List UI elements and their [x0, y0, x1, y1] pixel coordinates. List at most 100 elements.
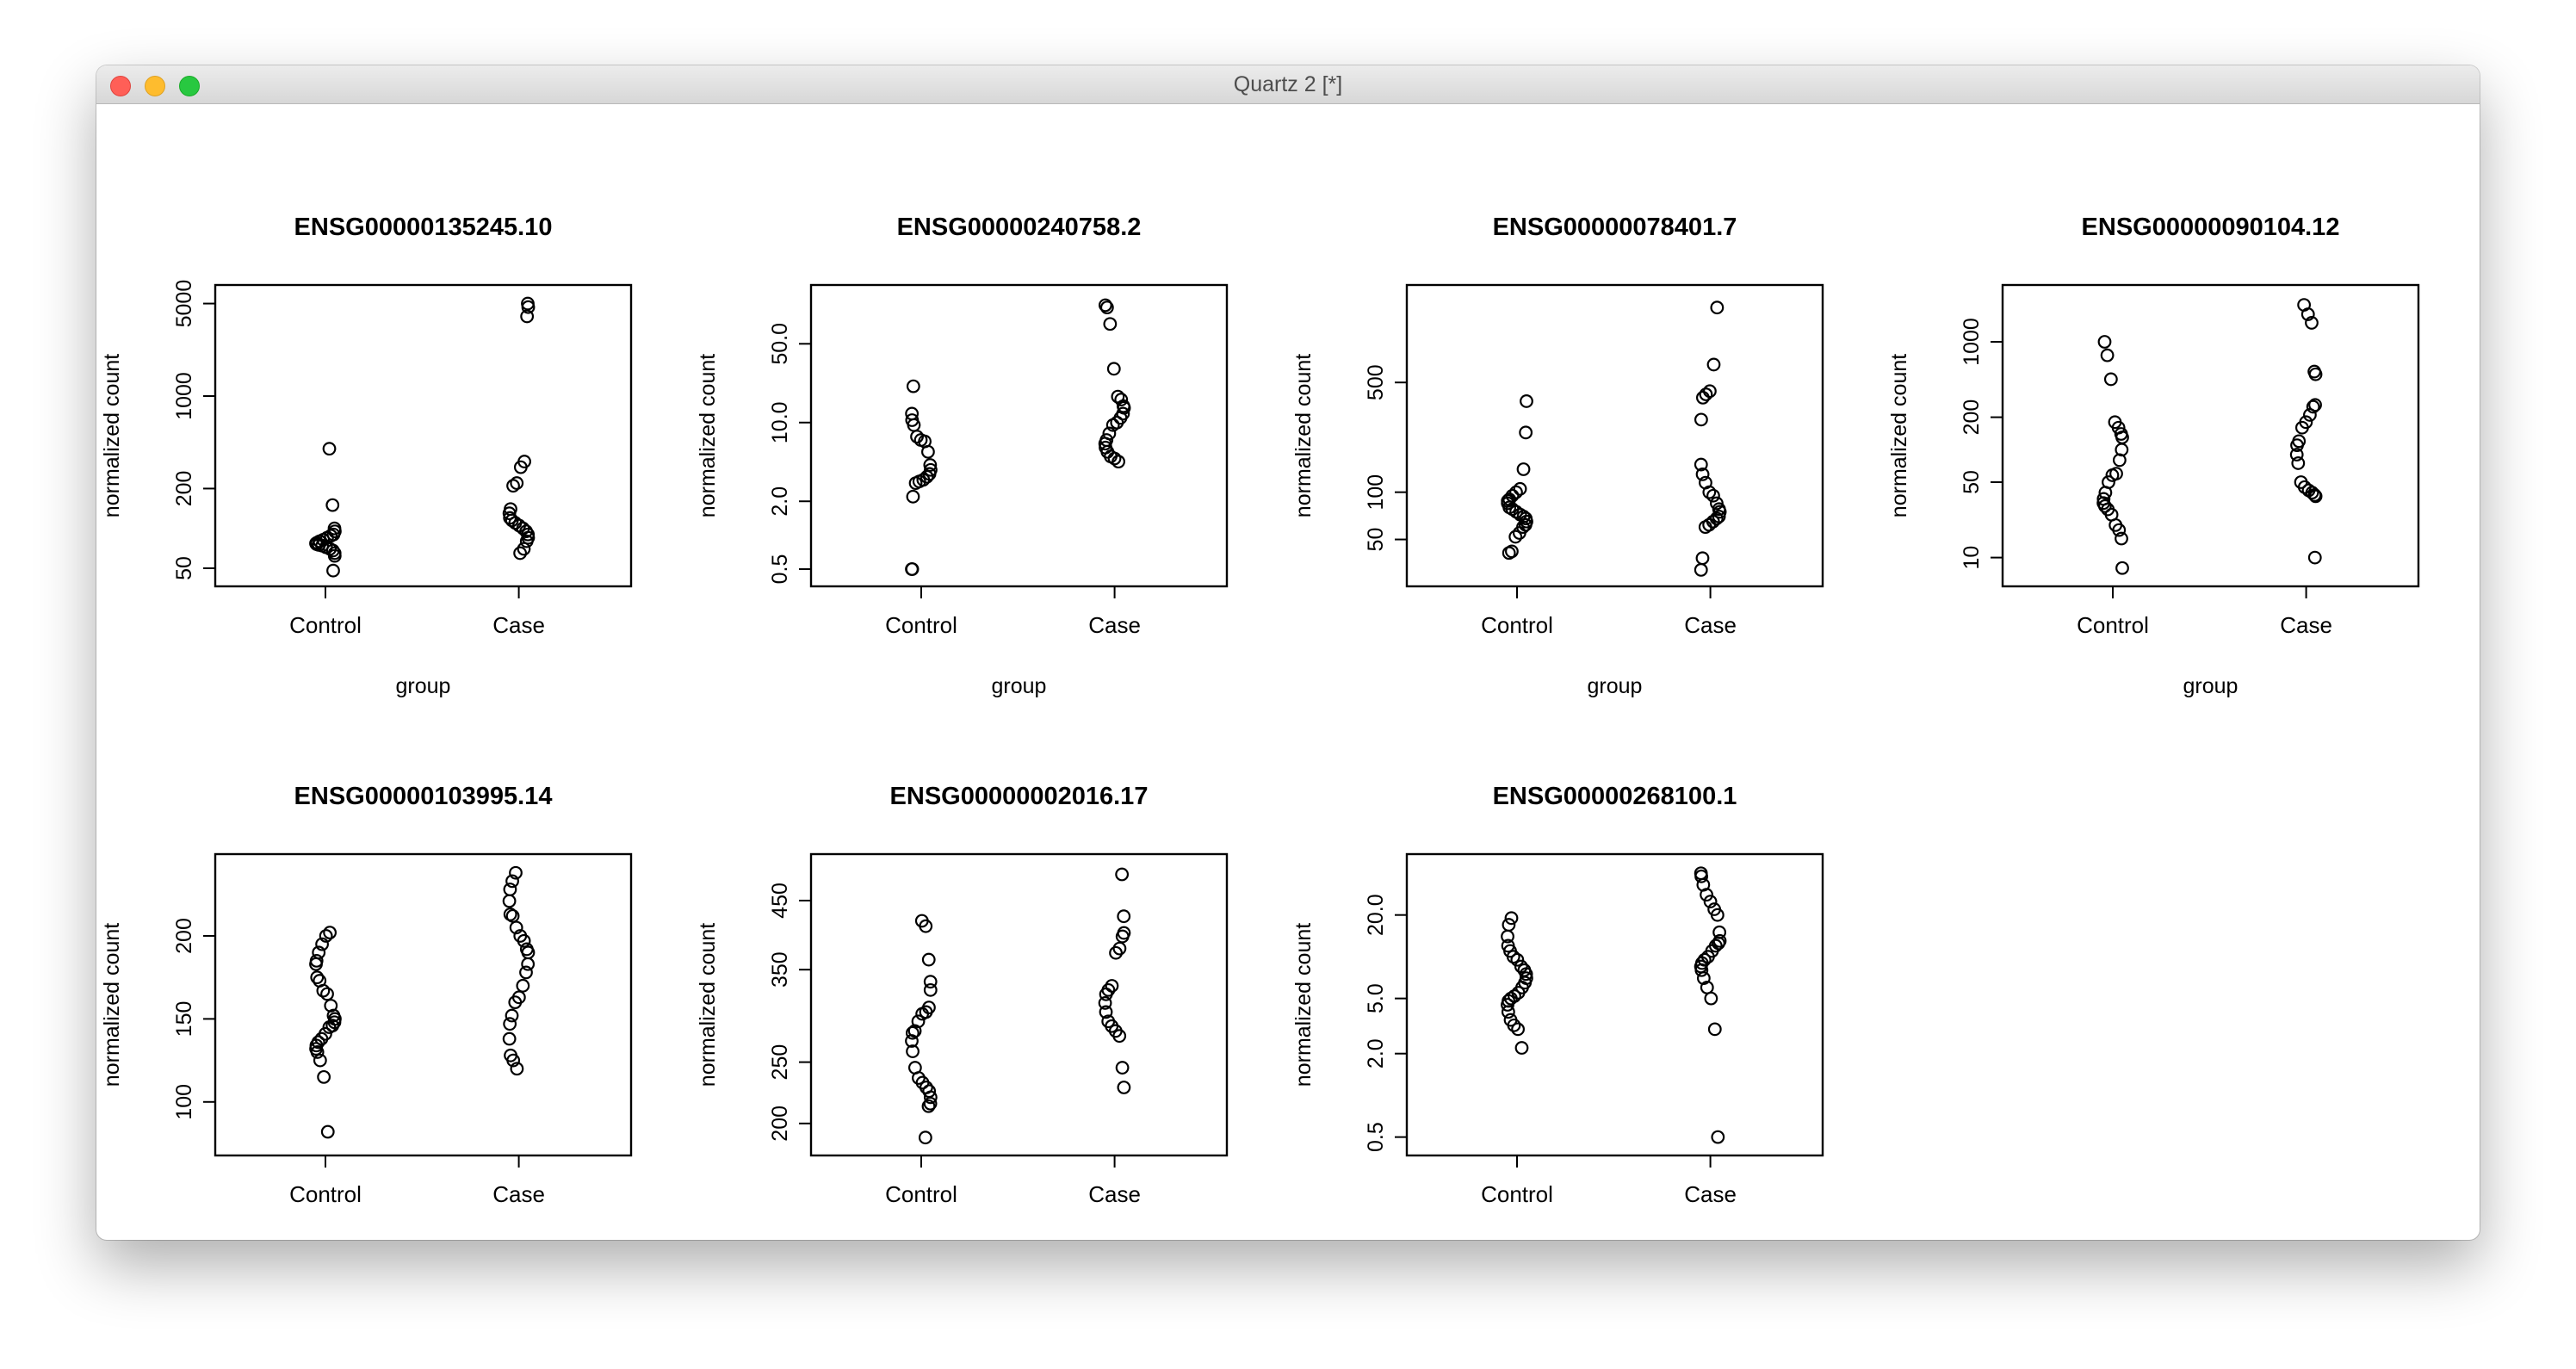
x-axis-label: group — [1588, 674, 1643, 698]
data-point — [516, 978, 530, 993]
y-axis-label: normalized count — [696, 923, 720, 1087]
chart-title: ENSG00000090104.12 — [2082, 214, 2340, 241]
quartz-window: Quartz 2 [*] ENSG00000135245.10 normalize… — [96, 65, 2480, 1240]
data-point — [1501, 998, 1514, 1012]
data-point — [2112, 523, 2127, 537]
y-tick-label: 0.5 — [768, 554, 792, 585]
data-point — [2112, 453, 2127, 468]
data-point — [1112, 1029, 1127, 1044]
data-point — [1513, 481, 1527, 496]
chart-title: ENSG00000135245.10 — [294, 214, 553, 241]
data-point — [1694, 457, 1708, 472]
data-point — [2290, 438, 2304, 453]
data-point — [503, 908, 517, 921]
data-point — [327, 548, 342, 563]
data-point — [1099, 300, 1114, 315]
data-point — [923, 1096, 938, 1111]
y-tick-label: 2.0 — [768, 486, 792, 517]
data-point — [517, 933, 531, 948]
data-point — [1706, 488, 1720, 503]
x-axis-label: group — [2183, 674, 2239, 698]
data-point — [1710, 300, 1725, 315]
data-point — [513, 460, 528, 474]
data-point — [1115, 1061, 1130, 1075]
y-tick-label: 1000 — [1960, 318, 1984, 366]
y-tick-label: 350 — [768, 951, 792, 988]
data-point — [316, 983, 331, 998]
data-point — [2305, 486, 2319, 500]
data-point — [2294, 420, 2309, 435]
data-point — [1098, 298, 1112, 313]
data-point — [1710, 496, 1724, 511]
data-point — [1694, 869, 1708, 883]
y-tick-label: 10 — [1960, 546, 1984, 570]
minimize-button[interactable] — [145, 76, 165, 96]
y-axis-label: normalized count — [1291, 923, 1316, 1087]
data-point — [1699, 387, 1713, 401]
data-point — [2097, 499, 2112, 513]
data-point — [313, 1053, 327, 1068]
y-tick-label: 100 — [1364, 474, 1388, 511]
data-point — [1105, 418, 1120, 432]
data-point — [2300, 307, 2315, 321]
data-point — [1694, 412, 1708, 427]
zoom-button[interactable] — [179, 76, 200, 96]
y-tick-label: 200 — [768, 1106, 792, 1142]
data-point — [1504, 911, 1519, 926]
y-tick-label: 2.0 — [1364, 1038, 1388, 1069]
data-point — [1695, 551, 1710, 566]
data-point — [502, 506, 517, 521]
data-point — [513, 546, 528, 561]
data-point — [322, 1020, 337, 1034]
data-point — [2115, 561, 2129, 575]
data-point — [1700, 888, 1713, 902]
data-point — [1103, 317, 1118, 331]
close-button[interactable] — [110, 76, 131, 96]
data-point — [1099, 1005, 1113, 1019]
data-point — [1117, 1081, 1131, 1094]
x-tick-label: Control — [289, 612, 362, 638]
data-point — [1117, 909, 1131, 924]
data-point — [1516, 462, 1531, 476]
data-point — [502, 1031, 517, 1046]
data-point — [918, 1131, 932, 1145]
y-tick-label: 200 — [172, 918, 196, 954]
y-tick-label: 100 — [172, 1084, 196, 1120]
data-point — [1694, 963, 1709, 977]
y-tick-label: 50 — [172, 556, 196, 580]
data-point — [519, 534, 534, 548]
plot-frame — [2001, 283, 2420, 588]
plot-frame — [214, 852, 633, 1157]
data-point — [906, 489, 920, 504]
data-point — [503, 883, 517, 896]
data-point — [1106, 362, 1121, 376]
plot-frame — [214, 283, 633, 588]
data-point — [310, 970, 325, 985]
y-tick-label: 150 — [172, 1001, 196, 1038]
x-tick-label: Case — [1684, 1181, 1737, 1207]
data-point — [2097, 335, 2112, 349]
data-point — [1707, 1022, 1722, 1037]
data-point — [1703, 895, 1718, 908]
chart-panel: ENSG00000135245.10 normalized count group 5… — [100, 214, 633, 698]
data-point — [319, 929, 333, 943]
data-point — [506, 479, 520, 493]
x-axis-label: group — [992, 674, 1047, 698]
data-point — [1698, 520, 1712, 535]
data-point — [1509, 485, 1523, 499]
y-tick-label: 5000 — [172, 280, 196, 328]
data-point — [1115, 867, 1130, 882]
y-axis-label: normalized count — [100, 354, 124, 517]
data-point — [1114, 393, 1129, 406]
data-point — [905, 1034, 919, 1048]
data-point — [509, 865, 523, 880]
data-point — [1502, 918, 1516, 932]
data-point — [921, 952, 936, 967]
data-point — [1520, 394, 1533, 408]
data-point — [1694, 562, 1708, 577]
data-point — [503, 1017, 517, 1031]
title-bar[interactable]: Quartz 2 [*] — [96, 65, 2480, 104]
data-point — [309, 957, 323, 971]
